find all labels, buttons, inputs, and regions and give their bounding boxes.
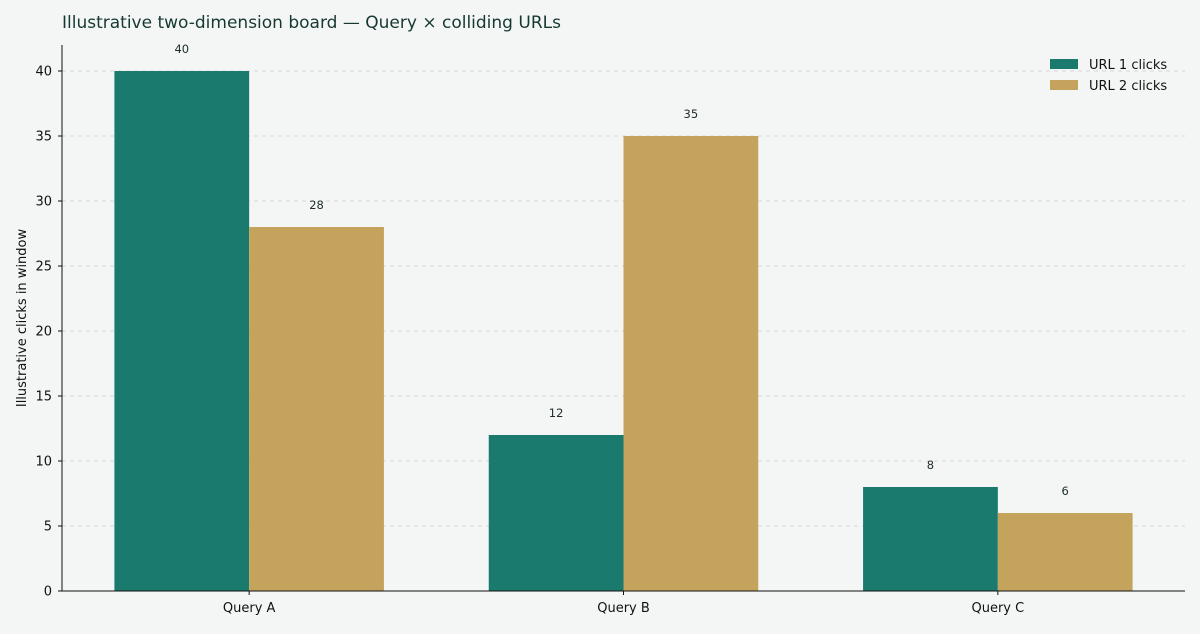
y-tick-label: 20 xyxy=(35,325,52,340)
legend-label: URL 1 clicks xyxy=(1089,58,1167,73)
y-tick-label: 35 xyxy=(35,130,52,145)
bar-value-label: 40 xyxy=(174,42,189,56)
legend-label: URL 2 clicks xyxy=(1089,79,1167,94)
bar-url-2-clicks-query-a xyxy=(249,227,384,591)
y-tick-label: 15 xyxy=(35,390,52,405)
bar-url-2-clicks-query-b xyxy=(623,136,759,591)
y-tick-label: 5 xyxy=(44,520,52,535)
y-axis-label: Illustrative clicks in window xyxy=(15,229,30,408)
bar-url-1-clicks-query-b xyxy=(488,435,624,591)
bar-url-1-clicks-query-a xyxy=(114,71,250,591)
data-labels: 40 28 12 35 8 6 xyxy=(174,42,1068,498)
axes: 0 5 10 15 20 25 30 35 40 Query A Query B Query C xyxy=(35,45,1185,616)
legend-swatch xyxy=(1050,59,1078,69)
bar-value-label: 28 xyxy=(309,198,324,212)
chart-title: Illustrative two-dimension board — Query… xyxy=(62,13,561,33)
bar-value-label: 12 xyxy=(549,406,564,420)
legend-swatch xyxy=(1050,80,1078,90)
bar-value-label: 35 xyxy=(684,107,699,121)
y-tick-label: 30 xyxy=(35,195,52,210)
y-tick-label: 40 xyxy=(35,65,52,80)
bars xyxy=(114,71,1133,591)
x-tick-label: Query C xyxy=(971,601,1024,616)
legend: URL 1 clicks URL 2 clicks xyxy=(1050,58,1167,94)
bar-url-2-clicks-query-c xyxy=(997,513,1133,591)
bar-value-label: 8 xyxy=(927,458,934,472)
y-tick-label: 10 xyxy=(35,455,52,470)
x-tick-label: Query B xyxy=(597,601,650,616)
bar-value-label: 6 xyxy=(1062,484,1069,498)
x-tick-label: Query A xyxy=(223,601,276,616)
y-tick-label: 0 xyxy=(44,585,52,600)
bar-url-1-clicks-query-c xyxy=(863,487,998,591)
y-tick-label: 25 xyxy=(35,260,52,275)
